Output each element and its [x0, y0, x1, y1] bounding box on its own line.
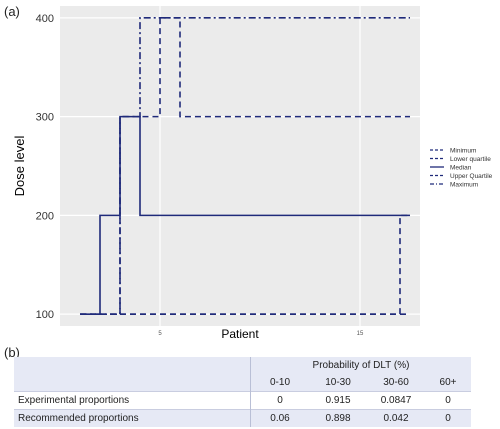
- legend-label: Minimum: [450, 148, 476, 155]
- y-tick-label: 200: [36, 210, 54, 222]
- range-header: 30-60: [367, 374, 425, 392]
- dose-level-chart: 100 200 300 400 5 15 Dose level Patient Mini…: [12, 6, 493, 340]
- plot-background: [60, 6, 420, 326]
- legend-label: Median: [450, 165, 472, 172]
- legend-label: Maximum: [450, 182, 478, 189]
- row-label: Experimental proportions: [14, 391, 251, 410]
- panel-a-label: (a): [4, 4, 20, 19]
- legend-label: Upper Quartile: [450, 173, 493, 180]
- range-header: 10-30: [309, 374, 367, 392]
- row-label: Recommended proportions: [14, 409, 251, 427]
- table-cell: 0: [250, 391, 309, 410]
- table-row: Experimental proportions 0 0.915 0.0847 …: [14, 391, 471, 410]
- dlt-probability-table: Probability of DLT (%) 0-10 10-30 30-60 …: [14, 357, 471, 427]
- y-tick-label: 400: [36, 13, 54, 25]
- table-row: Recommended proportions 0.06 0.898 0.042…: [14, 409, 471, 427]
- table-cell: 0.915: [309, 391, 367, 410]
- series-line-maximum: [80, 17, 410, 315]
- table-cell: 0.0847: [367, 391, 425, 410]
- table-cell: 0.06: [250, 409, 309, 427]
- series-lines: [80, 17, 410, 315]
- series-line-median: [80, 115, 410, 315]
- legend-label: Lower quartile: [450, 156, 491, 163]
- y-tick-label: 100: [36, 309, 54, 321]
- x-tick-label: 15: [357, 331, 364, 337]
- table-range-row: 0-10 10-30 30-60 60+: [14, 374, 471, 392]
- table-cell: 0: [425, 391, 471, 410]
- x-tick-label: 5: [158, 331, 162, 337]
- range-header: 60+: [425, 374, 471, 392]
- y-tick-label: 300: [36, 112, 54, 124]
- table-cell: 0: [425, 409, 471, 427]
- panel-b-label: (b): [4, 345, 20, 360]
- x-axis-label: Patient: [221, 327, 259, 340]
- table-cell: 0.898: [309, 409, 367, 427]
- x-axis-ticks: 5 15: [158, 331, 364, 337]
- group-header-cell: Probability of DLT (%): [250, 357, 471, 374]
- table-corner-cell: [14, 357, 251, 374]
- table-cell: 0.042: [367, 409, 425, 427]
- y-axis-label: Dose level: [12, 136, 27, 197]
- range-header: 0-10: [250, 374, 309, 392]
- table-range-corner: [14, 374, 251, 392]
- y-axis-ticks: 100 200 300 400: [36, 13, 54, 321]
- table-header-row: Probability of DLT (%): [14, 357, 471, 374]
